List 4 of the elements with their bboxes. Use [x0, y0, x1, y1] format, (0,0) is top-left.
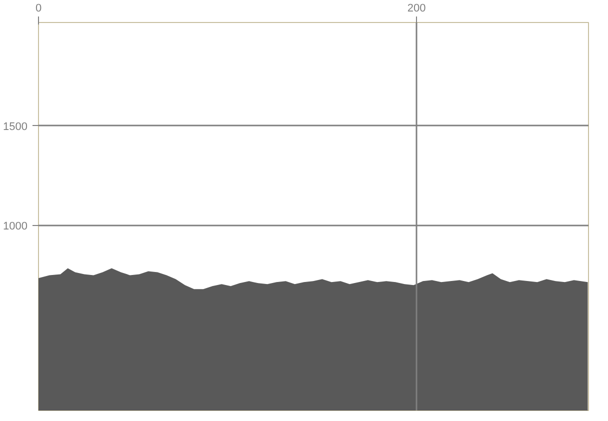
y-tick-label: 1500 [3, 120, 28, 133]
y-tick-label: 1000 [3, 220, 28, 232]
x-tick-label: 0 [35, 2, 42, 14]
x-tick-label: 200 [407, 2, 426, 14]
